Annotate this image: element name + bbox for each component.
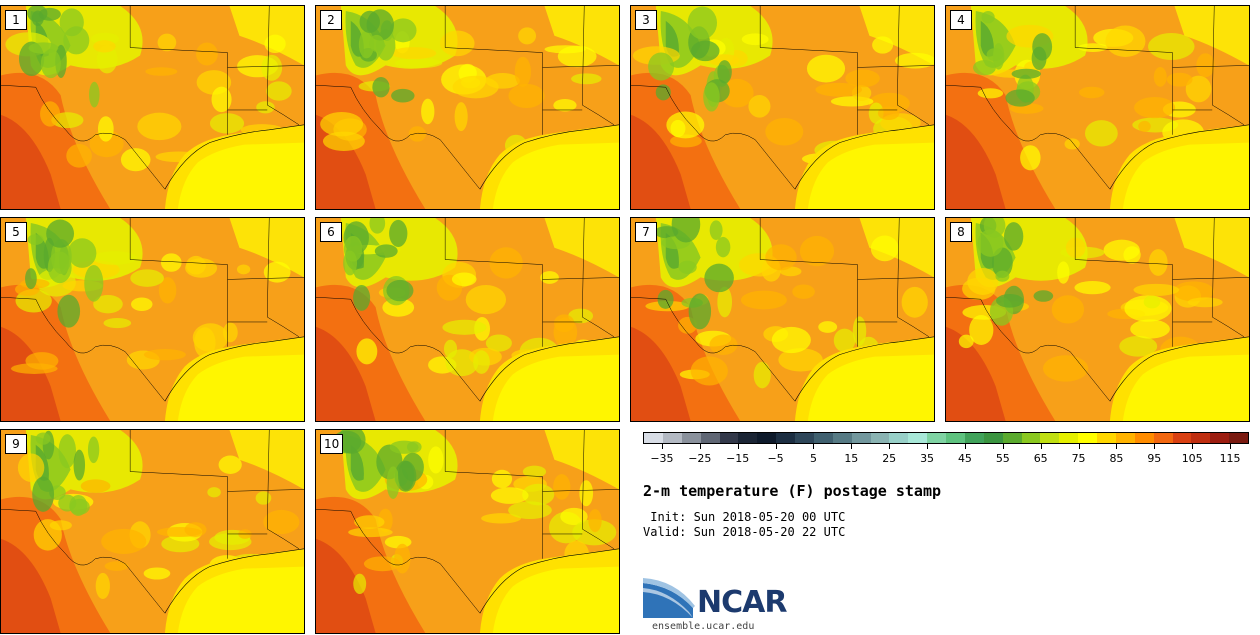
ensemble-url[interactable]: ensemble.ucar.edu	[652, 621, 755, 632]
colorbar-tick-mark	[1154, 444, 1156, 449]
colorbar-tick-mark	[851, 444, 853, 449]
colorbar-tick-mark	[775, 444, 777, 449]
colorbar-tick-mark	[661, 444, 663, 449]
colorbar-tick-mark	[1192, 444, 1194, 449]
colorbar-segment	[1040, 433, 1060, 443]
colorbar-segment	[813, 433, 833, 443]
ncar-logo-icon	[643, 578, 695, 618]
ncar-logo-text: NCAR	[697, 585, 787, 620]
colorbar-tick-label: 55	[995, 452, 1010, 465]
colorbar	[643, 432, 1249, 444]
colorbar-segment	[870, 433, 890, 443]
colorbar-segment	[1078, 433, 1097, 443]
colorbar-tick-label: 25	[882, 452, 897, 465]
colorbar-tick-label: 115	[1219, 452, 1241, 465]
member-number-label: 9	[5, 434, 27, 454]
valid-time: Valid: Sun 2018-05-20 22 UTC	[643, 525, 846, 539]
colorbar-segment	[832, 433, 852, 443]
member-panel-2: 2	[315, 5, 620, 210]
colorbar-tick-label: 65	[1033, 452, 1048, 465]
colorbar-segment	[1210, 433, 1230, 443]
member-panel-8: 8	[945, 217, 1250, 422]
colorbar-segment	[1153, 433, 1173, 443]
member-number-label: 5	[5, 222, 27, 242]
member-panel-5: 5	[0, 217, 305, 422]
colorbar-segment	[776, 433, 795, 443]
colorbar-segment	[1191, 433, 1211, 443]
init-time: Init: Sun 2018-05-20 00 UTC	[643, 510, 846, 524]
member-number-label: 10	[320, 434, 344, 454]
colorbar-tick-mark	[889, 444, 891, 449]
colorbar-tick-mark	[1230, 444, 1232, 449]
colorbar-tick-mark	[699, 444, 701, 449]
colorbar-tick-label: 95	[1147, 452, 1162, 465]
colorbar-tick-label: −35	[650, 452, 674, 465]
colorbar-segment	[1134, 433, 1154, 443]
colorbar-tick-label: −5	[767, 452, 784, 465]
figure-title: 2-m temperature (F) postage stamp	[643, 482, 942, 500]
colorbar-segment	[1097, 433, 1116, 443]
colorbar-tick-label: 35	[920, 452, 935, 465]
colorbar-tick-mark	[737, 444, 739, 449]
colorbar-segment	[719, 433, 739, 443]
colorbar-segment	[738, 433, 758, 443]
colorbar-segment	[964, 433, 984, 443]
colorbar-segment	[757, 433, 777, 443]
colorbar-tick-mark	[1040, 444, 1042, 449]
member-number-label: 4	[950, 10, 972, 30]
colorbar-segment	[662, 433, 682, 443]
colorbar-segment	[983, 433, 1003, 443]
member-number-label: 8	[950, 222, 972, 242]
member-panel-7: 7	[630, 217, 935, 422]
colorbar-tick-mark	[813, 444, 815, 449]
colorbar-ticks: −35 −25 −15 −5 5 15 25 35 45 55 65 75 85 95 105 115	[643, 444, 1249, 466]
member-number-label: 7	[635, 222, 657, 242]
member-panel-4: 4	[945, 5, 1250, 210]
colorbar-segment	[681, 433, 701, 443]
member-number-label: 2	[320, 10, 342, 30]
colorbar-tick-mark	[1078, 444, 1080, 449]
colorbar-segment	[644, 433, 663, 443]
colorbar-segment	[946, 433, 965, 443]
member-number-label: 1	[5, 10, 27, 30]
member-panel-9: 9	[0, 429, 305, 634]
member-panel-1: 1	[0, 5, 305, 210]
member-panel-3: 3	[630, 5, 935, 210]
colorbar-tick-label: 105	[1181, 452, 1203, 465]
colorbar-tick-mark	[927, 444, 929, 449]
colorbar-segment	[1002, 433, 1022, 443]
colorbar-tick-label: 45	[957, 452, 972, 465]
colorbar-segment	[1229, 433, 1248, 443]
colorbar-tick-mark	[1002, 444, 1004, 449]
colorbar-tick-label: 85	[1109, 452, 1124, 465]
colorbar-tick-mark	[1116, 444, 1118, 449]
colorbar-segment	[851, 433, 871, 443]
colorbar-segment	[700, 433, 720, 443]
colorbar-segment	[1021, 433, 1041, 443]
colorbar-tick-label: −15	[726, 452, 750, 465]
colorbar-segment	[1115, 433, 1135, 443]
member-number-label: 3	[635, 10, 657, 30]
colorbar-segment	[1059, 433, 1079, 443]
colorbar-tick-label: 15	[844, 452, 859, 465]
colorbar-tick-label: 75	[1071, 452, 1086, 465]
colorbar-segment	[927, 433, 946, 443]
colorbar-segment	[889, 433, 909, 443]
colorbar-tick-mark	[964, 444, 966, 449]
member-panel-10: 10	[315, 429, 620, 634]
colorbar-segment	[795, 433, 814, 443]
colorbar-segment	[1172, 433, 1192, 443]
colorbar-tick-label: −25	[688, 452, 712, 465]
member-number-label: 6	[320, 222, 342, 242]
colorbar-segment	[908, 433, 928, 443]
colorbar-tick-label: 5	[809, 452, 817, 465]
member-panel-6: 6	[315, 217, 620, 422]
